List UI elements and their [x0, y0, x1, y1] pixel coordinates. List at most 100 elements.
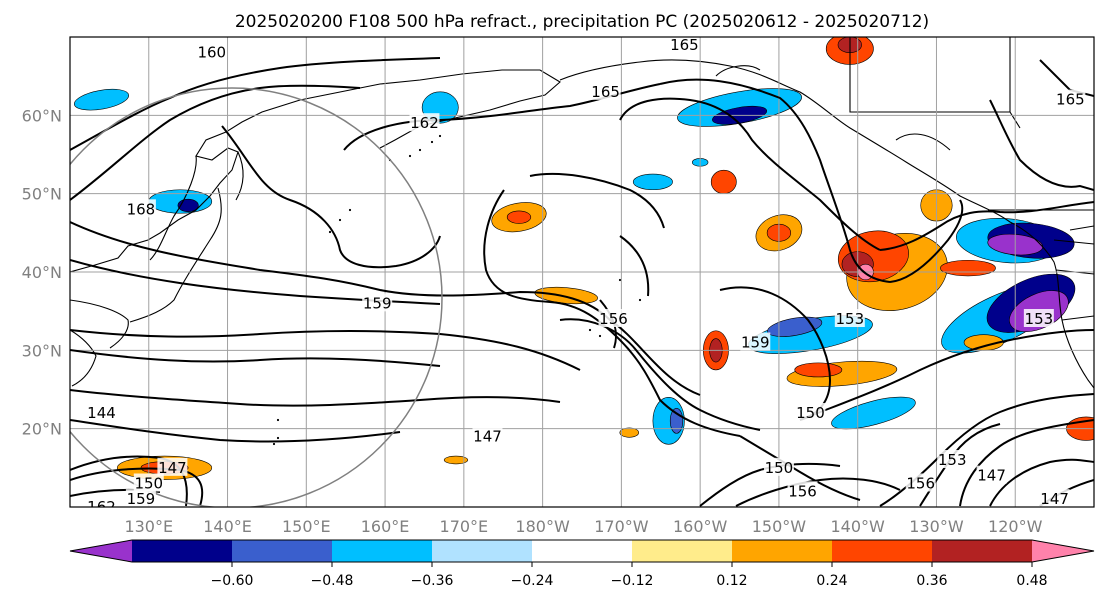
coastline [70, 329, 97, 387]
contour-label: 144 [87, 404, 116, 422]
contour-label: 150 [765, 459, 794, 477]
contour-line [619, 235, 650, 297]
precip-region [831, 396, 916, 430]
y-tick-label: 60°N [22, 106, 62, 125]
x-tick-label: 120°W [988, 517, 1043, 536]
island [272, 442, 276, 446]
coastline [895, 133, 951, 151]
x-tick-label: 160°E [361, 517, 410, 536]
contour-label-bg [196, 42, 227, 61]
island [328, 230, 332, 234]
x-tick-label: 140°W [831, 517, 886, 536]
contour-label: 159 [127, 490, 156, 508]
contour-label-bg [125, 489, 156, 507]
x-tick-label: 170°E [440, 517, 489, 536]
contour-label-bg [598, 309, 629, 327]
island [430, 140, 434, 144]
colorbar-tick-label: −0.24 [511, 573, 554, 589]
island [638, 298, 642, 302]
axis-tick-labels: 130°E 140°E 150°E 160°E 170°E 180°W 170°W 160°W… [22, 106, 1043, 536]
x-tick-label: 180°W [515, 517, 570, 536]
contour-label-bg [937, 450, 968, 468]
precip-region [632, 173, 673, 191]
colorbar-outline [69, 539, 1095, 563]
coastline [1069, 225, 1094, 231]
range-ring [70, 87, 443, 507]
contour-label-bg [125, 199, 156, 218]
contour-label: 160 [197, 44, 226, 62]
contour-label: 150 [134, 475, 163, 493]
contour-label-bg [157, 457, 188, 476]
contour-label-bg [86, 403, 117, 421]
contour-line [70, 329, 581, 371]
contour-line [619, 97, 881, 251]
colorbar-tick-label: −0.48 [311, 573, 354, 589]
y-tick-label: 40°N [22, 263, 62, 282]
contour-line [739, 435, 861, 501]
contour-label: 159 [741, 334, 770, 352]
precip-region [443, 455, 469, 465]
colorbar-swatch [132, 540, 233, 562]
x-tick-label: 140°E [203, 517, 252, 536]
colorbar-tick-label: 0.36 [916, 573, 947, 589]
colorbar-tick-label: −0.36 [411, 573, 454, 589]
colorbar-swatch [632, 540, 733, 562]
island [338, 218, 342, 222]
contour-label: 168 [127, 200, 156, 218]
colorbar-tick-label: 0.24 [816, 573, 847, 589]
coastline [129, 187, 222, 323]
contour-label: 156 [906, 475, 935, 493]
contour-label-bg [590, 81, 621, 100]
contour-label-bg [1055, 89, 1086, 108]
contour-line [799, 329, 1094, 421]
colorbar-tick-label: 0.12 [716, 573, 747, 589]
contour-label: 165 [670, 36, 699, 54]
gridlines [70, 37, 1094, 507]
contour-label-bg [763, 457, 794, 476]
contour-line [659, 78, 891, 283]
contour-line [70, 259, 441, 305]
island [618, 278, 622, 282]
contour-label-bg [795, 403, 826, 421]
coastline [149, 155, 197, 261]
colorbar-swatch [332, 540, 433, 562]
precipitation-shading [74, 37, 1094, 480]
contour-line [719, 286, 832, 421]
y-tick-label: 50°N [22, 185, 62, 204]
coastline [715, 65, 761, 77]
contour-label-bg [905, 473, 936, 492]
contour-label: 162 [410, 114, 439, 132]
contour-line [735, 477, 901, 507]
contour-label-bg [740, 332, 771, 351]
contour-label-bg [787, 481, 818, 500]
contour-label: 159 [363, 294, 392, 312]
contour-label: 147 [473, 428, 502, 446]
contour-label-bg [1039, 489, 1070, 507]
contour-label: 153 [938, 451, 967, 469]
x-tick-label: 150°E [282, 517, 331, 536]
contour-line [70, 57, 441, 151]
coastlines [70, 37, 1094, 446]
contour-line [221, 125, 441, 269]
map-frame [69, 36, 1095, 508]
contour-line [70, 419, 401, 443]
x-tick-label: 130°E [124, 517, 173, 536]
island [598, 334, 602, 338]
colorbar-swatch [532, 540, 633, 562]
contour-label-bg [1023, 309, 1054, 327]
contour-line [529, 173, 665, 229]
contour-label: 150 [796, 404, 825, 422]
contour-label: 147 [977, 467, 1006, 485]
contour-label: 165 [1056, 91, 1085, 109]
y-tick-label: 20°N [22, 420, 62, 439]
contour-line [889, 199, 964, 283]
colorbar-tick-label: 0.48 [1016, 573, 1047, 589]
contour-label-bg [409, 113, 440, 132]
island [418, 148, 422, 152]
island [276, 436, 280, 440]
coastline [559, 59, 1094, 389]
y-tick-label: 30°N [22, 341, 62, 360]
precip-region [794, 362, 843, 378]
contour-label: 153 [835, 310, 864, 328]
